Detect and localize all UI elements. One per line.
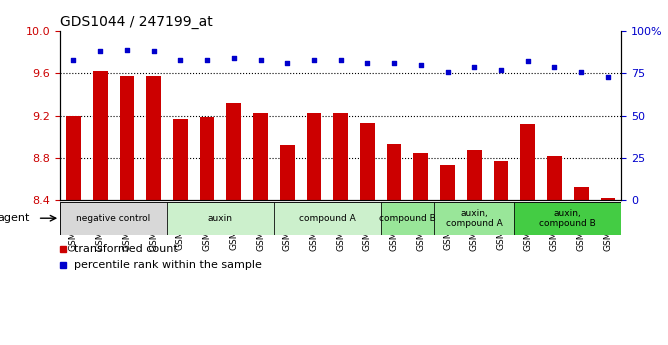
Point: [415, 62, 426, 68]
Bar: [514, 202, 621, 235]
Bar: [520, 124, 535, 200]
Text: GDS1044 / 247199_at: GDS1044 / 247199_at: [60, 14, 213, 29]
Bar: [93, 71, 108, 200]
Point: [362, 60, 373, 66]
Point: [549, 64, 560, 69]
Text: negative control: negative control: [76, 214, 151, 223]
Point: [282, 60, 293, 66]
Point: [228, 55, 239, 61]
Bar: [253, 114, 268, 200]
Bar: [226, 103, 241, 200]
Bar: [494, 161, 508, 200]
Bar: [146, 77, 161, 200]
Point: [122, 47, 132, 52]
Bar: [387, 144, 401, 200]
Bar: [413, 152, 428, 200]
Bar: [167, 202, 274, 235]
Point: [576, 69, 587, 75]
Point: [335, 57, 346, 62]
Point: [148, 49, 159, 54]
Text: auxin,
compound A: auxin, compound A: [446, 208, 502, 228]
Bar: [601, 198, 615, 200]
Bar: [434, 202, 514, 235]
Bar: [440, 165, 455, 200]
Text: compound A: compound A: [299, 214, 355, 223]
Point: [522, 59, 533, 64]
Bar: [467, 150, 482, 200]
Point: [603, 74, 613, 79]
Point: [442, 69, 453, 75]
Text: compound B: compound B: [379, 214, 436, 223]
Bar: [60, 202, 167, 235]
Point: [309, 57, 319, 62]
Point: [496, 67, 506, 73]
Bar: [200, 117, 214, 200]
Bar: [307, 114, 321, 200]
Point: [175, 57, 186, 62]
Bar: [381, 202, 434, 235]
Text: transformed count: transformed count: [74, 244, 178, 254]
Point: [95, 49, 106, 54]
Text: agent: agent: [0, 213, 29, 223]
Bar: [547, 156, 562, 200]
Text: auxin: auxin: [208, 214, 233, 223]
Point: [202, 57, 212, 62]
Bar: [280, 145, 295, 200]
Bar: [120, 77, 134, 200]
Point: [389, 60, 399, 66]
Point: [68, 57, 79, 62]
Bar: [274, 202, 381, 235]
Bar: [173, 119, 188, 200]
Bar: [333, 114, 348, 200]
Point: [255, 57, 266, 62]
Text: auxin,
compound B: auxin, compound B: [540, 208, 596, 228]
Text: percentile rank within the sample: percentile rank within the sample: [74, 260, 262, 270]
Bar: [360, 123, 375, 200]
Point: [469, 64, 480, 69]
Bar: [574, 187, 589, 200]
Bar: [66, 116, 81, 200]
